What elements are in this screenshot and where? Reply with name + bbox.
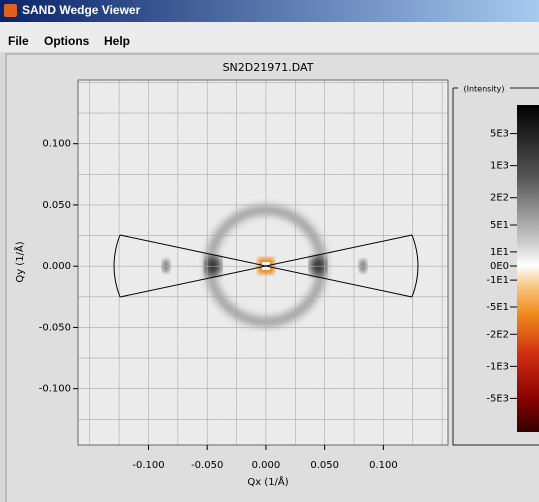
app-icon: [4, 4, 17, 17]
colorbar-tick-label: 2E2: [490, 193, 509, 204]
colorbar-tick-label: -5E3: [486, 393, 509, 404]
colorbar-tick-label: -2E2: [486, 329, 509, 340]
colorbar-label: (Intensity): [463, 85, 504, 94]
window-title: SAND Wedge Viewer: [22, 3, 141, 17]
x-tick-label: 0.000: [252, 460, 281, 471]
y-tick-label: -0.050: [39, 322, 71, 333]
x-tick-label: 0.050: [310, 460, 339, 471]
y-axis-label: Qy (1/Å): [13, 241, 26, 282]
colorbar-tick-label: 5E1: [490, 220, 509, 231]
colorbar-tick-label: 5E3: [490, 129, 509, 140]
menu-item[interactable]: File: [8, 34, 29, 48]
menu-item[interactable]: Options: [44, 34, 90, 48]
x-axis-label: Qx (1/Å): [247, 475, 288, 488]
detector-image: [78, 80, 448, 445]
y-tick-label: -0.100: [39, 384, 71, 395]
y-tick-label: 0.050: [42, 200, 71, 211]
app-window: SAND Wedge Viewer File Options Help SN2D…: [0, 0, 539, 502]
menu-item[interactable]: Help: [104, 34, 130, 48]
y-tick-label: 0.000: [42, 261, 71, 272]
x-tick-label: -0.050: [191, 460, 223, 471]
colorbar-tick-label: -5E1: [486, 302, 509, 313]
x-tick-label: 0.100: [369, 460, 398, 471]
colorbar-tick-label: 1E1: [490, 247, 509, 258]
colorbar-tick-label: 0E0: [490, 261, 509, 272]
x-tick-label: -0.100: [132, 460, 164, 471]
colorbar-tick-label: 1E3: [490, 161, 509, 172]
colorbar-tick-label: -1E3: [486, 361, 509, 372]
y-tick-label: 0.100: [42, 139, 71, 150]
chart-title: SN2D21971.DAT: [223, 61, 314, 74]
colorbar-tick-label: -1E1: [486, 275, 509, 286]
colorbar: [517, 105, 539, 432]
